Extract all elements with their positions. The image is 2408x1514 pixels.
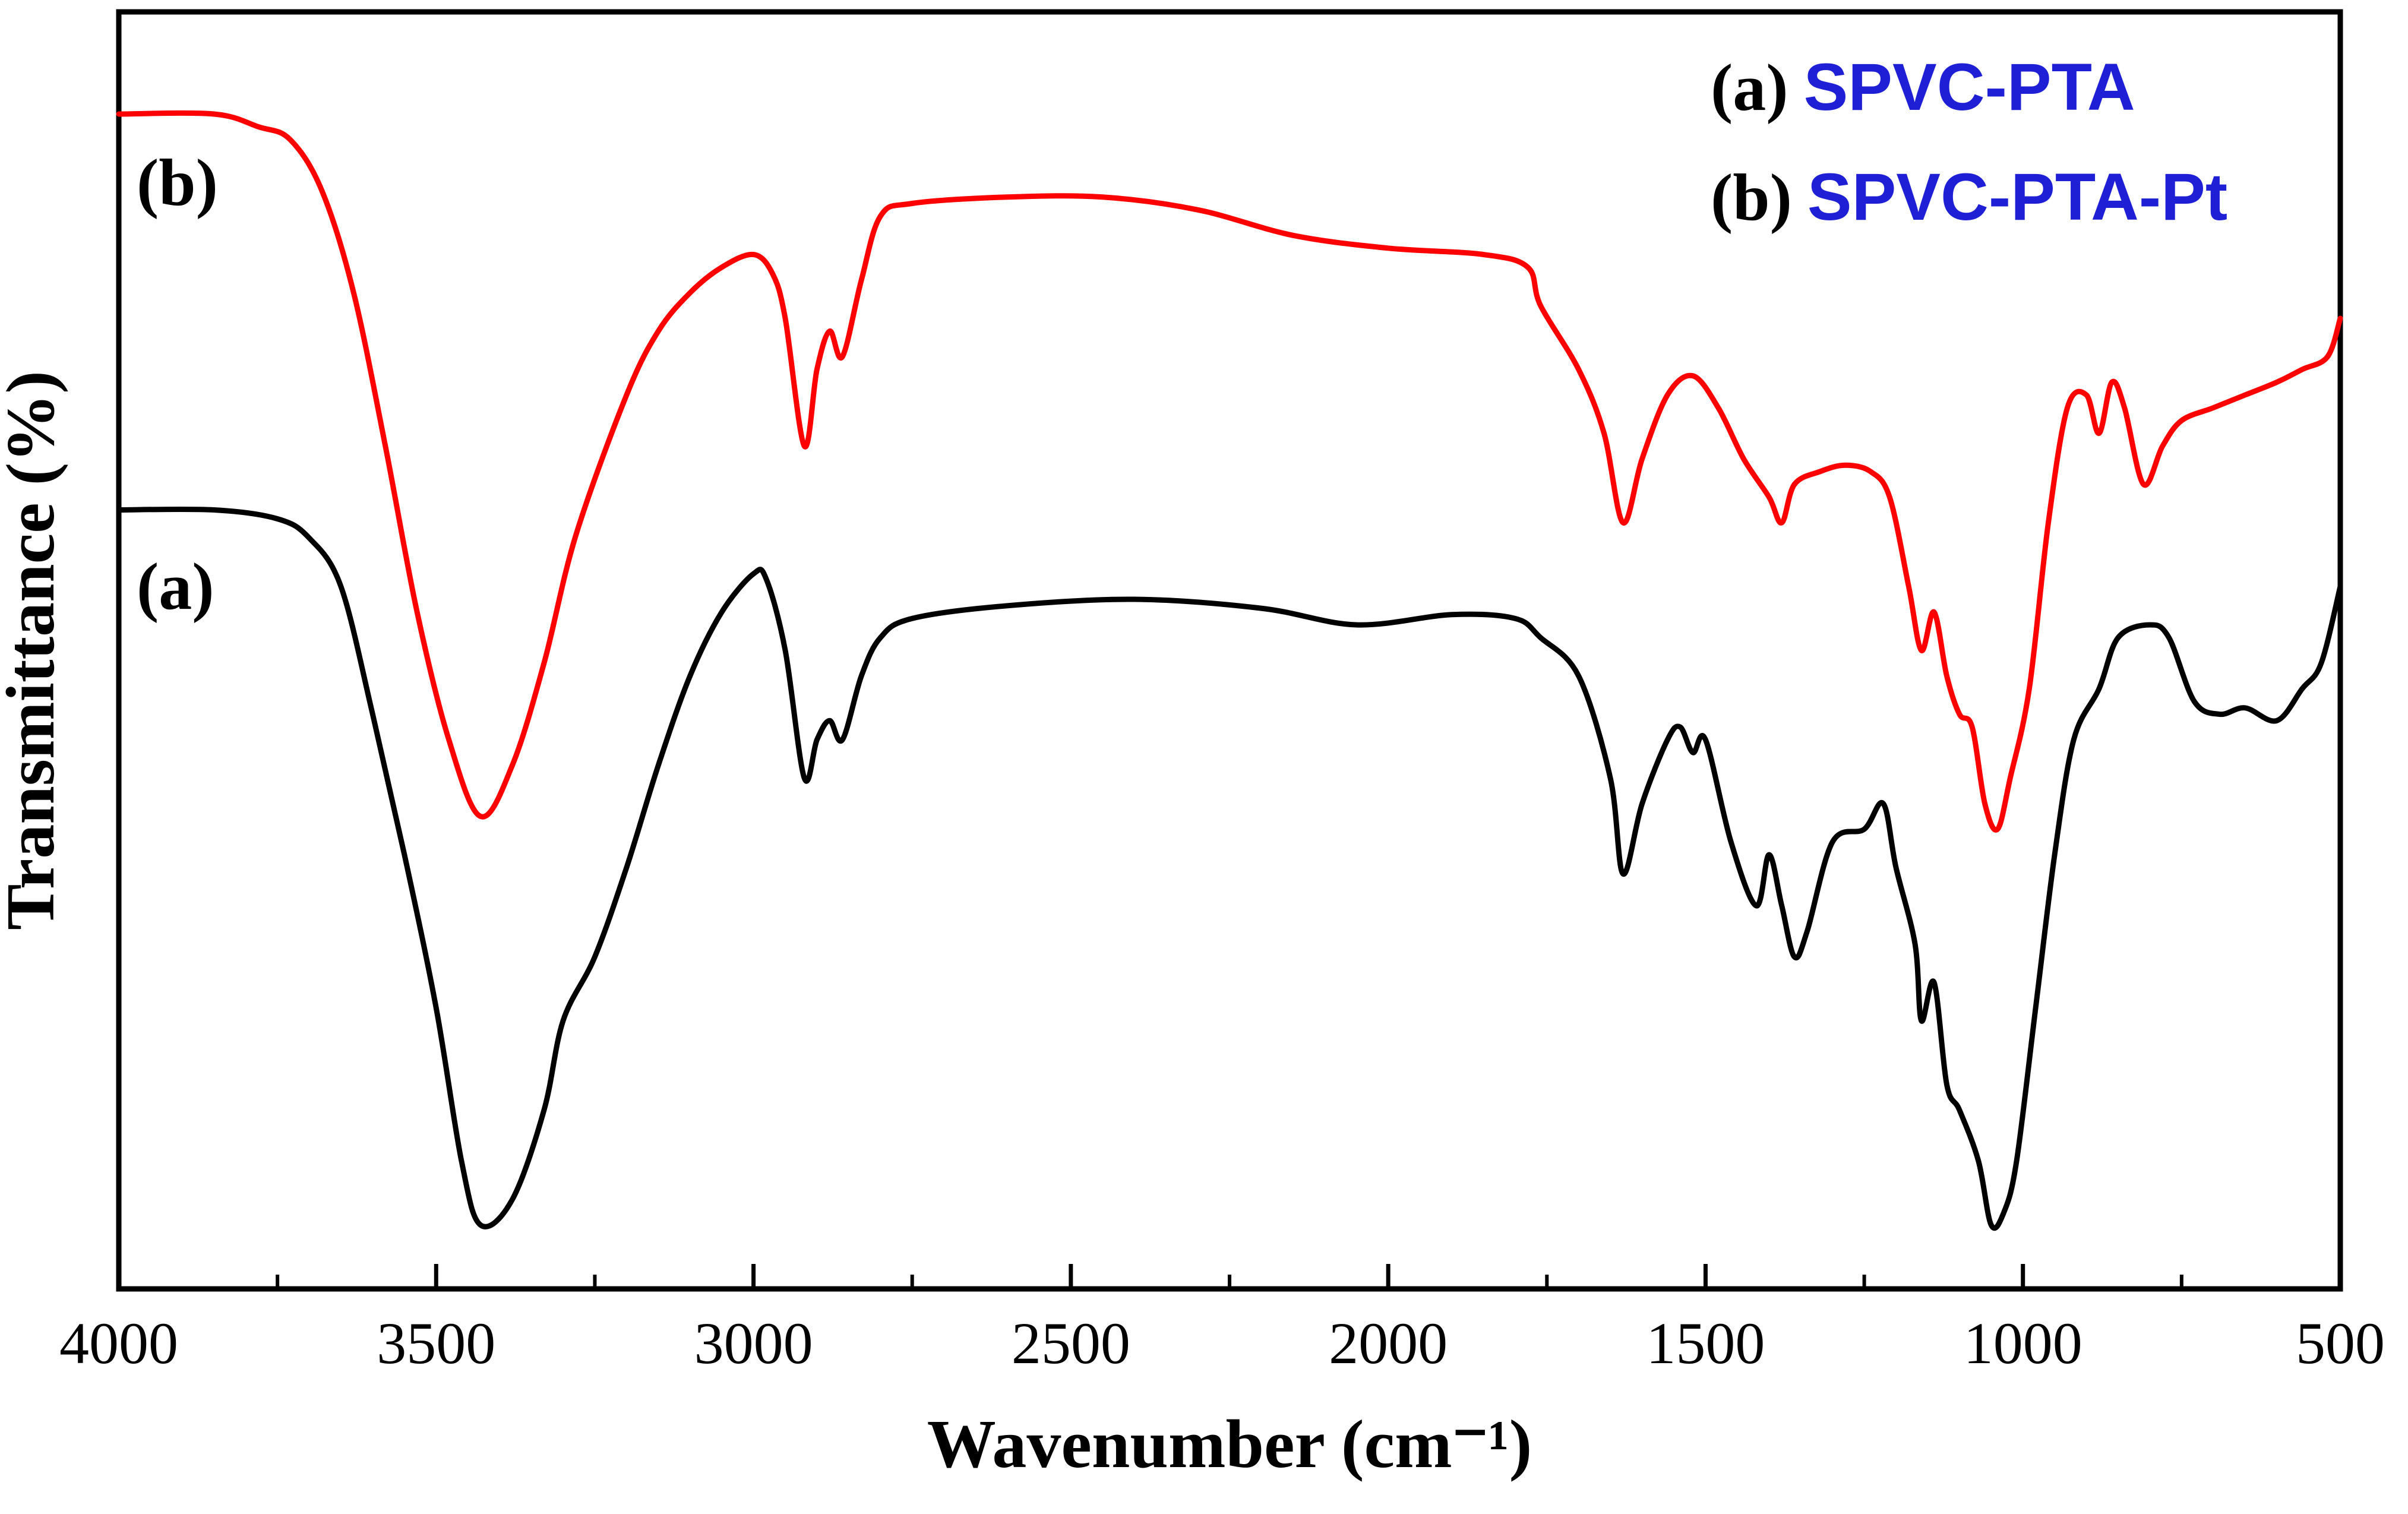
legend-name-b: SPVC-PTA-Pt bbox=[1807, 160, 2227, 234]
y-axis-title: Transmittance (%) bbox=[0, 371, 69, 930]
curve-label-a: (a) bbox=[137, 550, 214, 624]
x-tick-label: 2500 bbox=[1012, 1310, 1130, 1376]
series-line-spvc-pta-pt bbox=[116, 110, 2343, 833]
legend-entry-b: (b) SPVC-PTA-Pt bbox=[1711, 160, 2227, 235]
legend-name-a: SPVC-PTA bbox=[1804, 50, 2135, 124]
x-tick-label: 500 bbox=[2296, 1310, 2385, 1376]
series-line-spvc-pta bbox=[116, 506, 2343, 1231]
x-tick-label: 1000 bbox=[1964, 1310, 2082, 1376]
legend: (a) SPVC-PTA (b) SPVC-PTA-Pt bbox=[1711, 50, 2227, 235]
legend-key-a: (a) bbox=[1711, 51, 1788, 125]
x-tick-label: 1500 bbox=[1646, 1310, 1765, 1376]
x-tick-label: 3500 bbox=[377, 1310, 495, 1376]
x-tick-label: 4000 bbox=[59, 1310, 178, 1376]
x-axis-ticks: 4000 3500 3000 2500 2000 1500 1000 500 bbox=[59, 1264, 2385, 1376]
legend-key-b: (b) bbox=[1711, 161, 1792, 235]
x-tick-label: 2000 bbox=[1329, 1310, 1448, 1376]
series-layer bbox=[116, 110, 2343, 1231]
x-tick-label: 3000 bbox=[694, 1310, 813, 1376]
curve-label-b: (b) bbox=[137, 146, 218, 220]
x-axis-title: Wavenumber (cm⁻¹) bbox=[927, 1406, 1532, 1483]
legend-entry-a: (a) SPVC-PTA bbox=[1711, 50, 2135, 125]
